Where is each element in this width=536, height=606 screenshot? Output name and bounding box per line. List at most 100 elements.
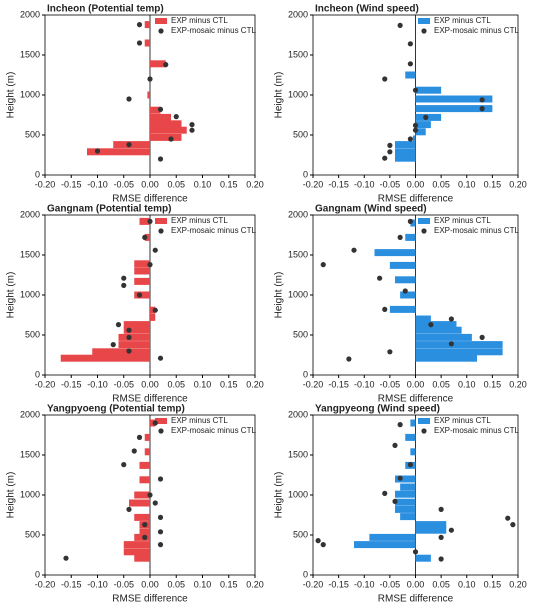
x-tick-label: 0.05 (432, 179, 450, 189)
bar (139, 461, 150, 469)
bar (134, 260, 150, 268)
x-tick-label: 0.15 (484, 379, 502, 389)
point (438, 534, 444, 541)
x-tick-label: 0.10 (194, 179, 212, 189)
point (423, 114, 429, 120)
x-tick-label: 0.10 (458, 179, 476, 189)
point (152, 247, 158, 253)
point (428, 322, 434, 328)
point (152, 500, 158, 506)
legend-swatch (418, 418, 430, 424)
point (397, 422, 403, 428)
bar (134, 291, 150, 299)
x-tick-label: -0.10 (354, 379, 375, 389)
bar (150, 306, 156, 314)
bar (410, 219, 416, 227)
point (412, 127, 419, 133)
legend-label: EXP-mosaic minus CTL (171, 426, 256, 435)
bar (369, 533, 416, 541)
bar (144, 448, 150, 456)
legend-marker (421, 28, 427, 34)
x-tick-label: -0.10 (87, 379, 108, 389)
bar (87, 148, 150, 156)
bar (60, 354, 150, 362)
bar (139, 528, 150, 536)
legend-label: EXP minus CTL (434, 416, 491, 425)
legend-swatch (418, 218, 430, 224)
point (142, 234, 148, 240)
point (382, 76, 388, 82)
bar (144, 433, 150, 441)
y-axis-label: Height (m) (274, 472, 285, 519)
y-axis-label: Height (m) (274, 72, 285, 119)
point (387, 349, 393, 355)
point (157, 156, 164, 162)
point (126, 96, 132, 102)
bar (123, 548, 150, 556)
x-tick-label: -0.05 (380, 579, 401, 589)
point (136, 22, 143, 28)
bar (354, 541, 416, 549)
y-tick-label: 1000 (288, 289, 308, 299)
point (479, 97, 485, 103)
point (152, 420, 158, 426)
point (126, 142, 132, 148)
x-tick-label: 0.15 (220, 179, 238, 189)
point (438, 556, 444, 562)
y-tick-label: 0 (303, 569, 308, 579)
bar (395, 141, 416, 149)
point (168, 136, 174, 142)
point (448, 316, 454, 322)
legend-label: EXP minus CTL (171, 16, 228, 25)
legend-swatch (155, 418, 167, 424)
point (126, 348, 132, 354)
bar (150, 313, 156, 321)
x-tick-label: 0.20 (246, 179, 264, 189)
x-tick-label: 0.05 (167, 179, 185, 189)
chart-title: Yangpyoeng (Potential temp) (47, 404, 185, 415)
point (189, 122, 195, 128)
x-tick-label: -0.10 (354, 179, 375, 189)
x-tick-label: -0.05 (113, 379, 134, 389)
y-axis-label: Height (m) (274, 272, 285, 319)
point (157, 514, 164, 521)
y-tick-label: 1000 (20, 89, 40, 99)
point (126, 334, 132, 340)
bar (415, 121, 431, 129)
y-tick-label: 1500 (288, 449, 308, 459)
bar (150, 133, 182, 141)
bar (150, 419, 156, 427)
point (320, 262, 326, 268)
bar (134, 513, 150, 521)
point (115, 322, 122, 328)
bar (144, 39, 150, 47)
bar (374, 249, 416, 257)
y-tick-label: 0 (303, 369, 308, 379)
bar (150, 120, 182, 128)
x-tick-label: 0.00 (407, 179, 425, 189)
x-tick-label: 0.05 (432, 379, 450, 389)
point (412, 87, 419, 93)
point (142, 534, 148, 541)
point (402, 288, 408, 294)
legend-swatch (155, 218, 167, 224)
y-tick-label: 1500 (20, 449, 40, 459)
bar (395, 148, 416, 156)
x-tick-label: 0.10 (194, 379, 212, 389)
y-tick-label: 500 (293, 529, 308, 539)
bar (134, 533, 150, 541)
bar (395, 276, 416, 284)
bar (118, 341, 150, 349)
point (63, 555, 69, 561)
bar (118, 333, 150, 341)
point (479, 334, 485, 340)
legend-label: EXP minus CTL (434, 216, 491, 225)
legend-marker (421, 428, 427, 434)
point (157, 355, 164, 361)
point (412, 549, 419, 555)
point (121, 275, 127, 281)
x-tick-label: 0.15 (484, 179, 502, 189)
y-tick-label: 500 (25, 129, 40, 139)
x-tick-label: -0.15 (328, 579, 349, 589)
x-tick-label: 0.10 (194, 579, 212, 589)
